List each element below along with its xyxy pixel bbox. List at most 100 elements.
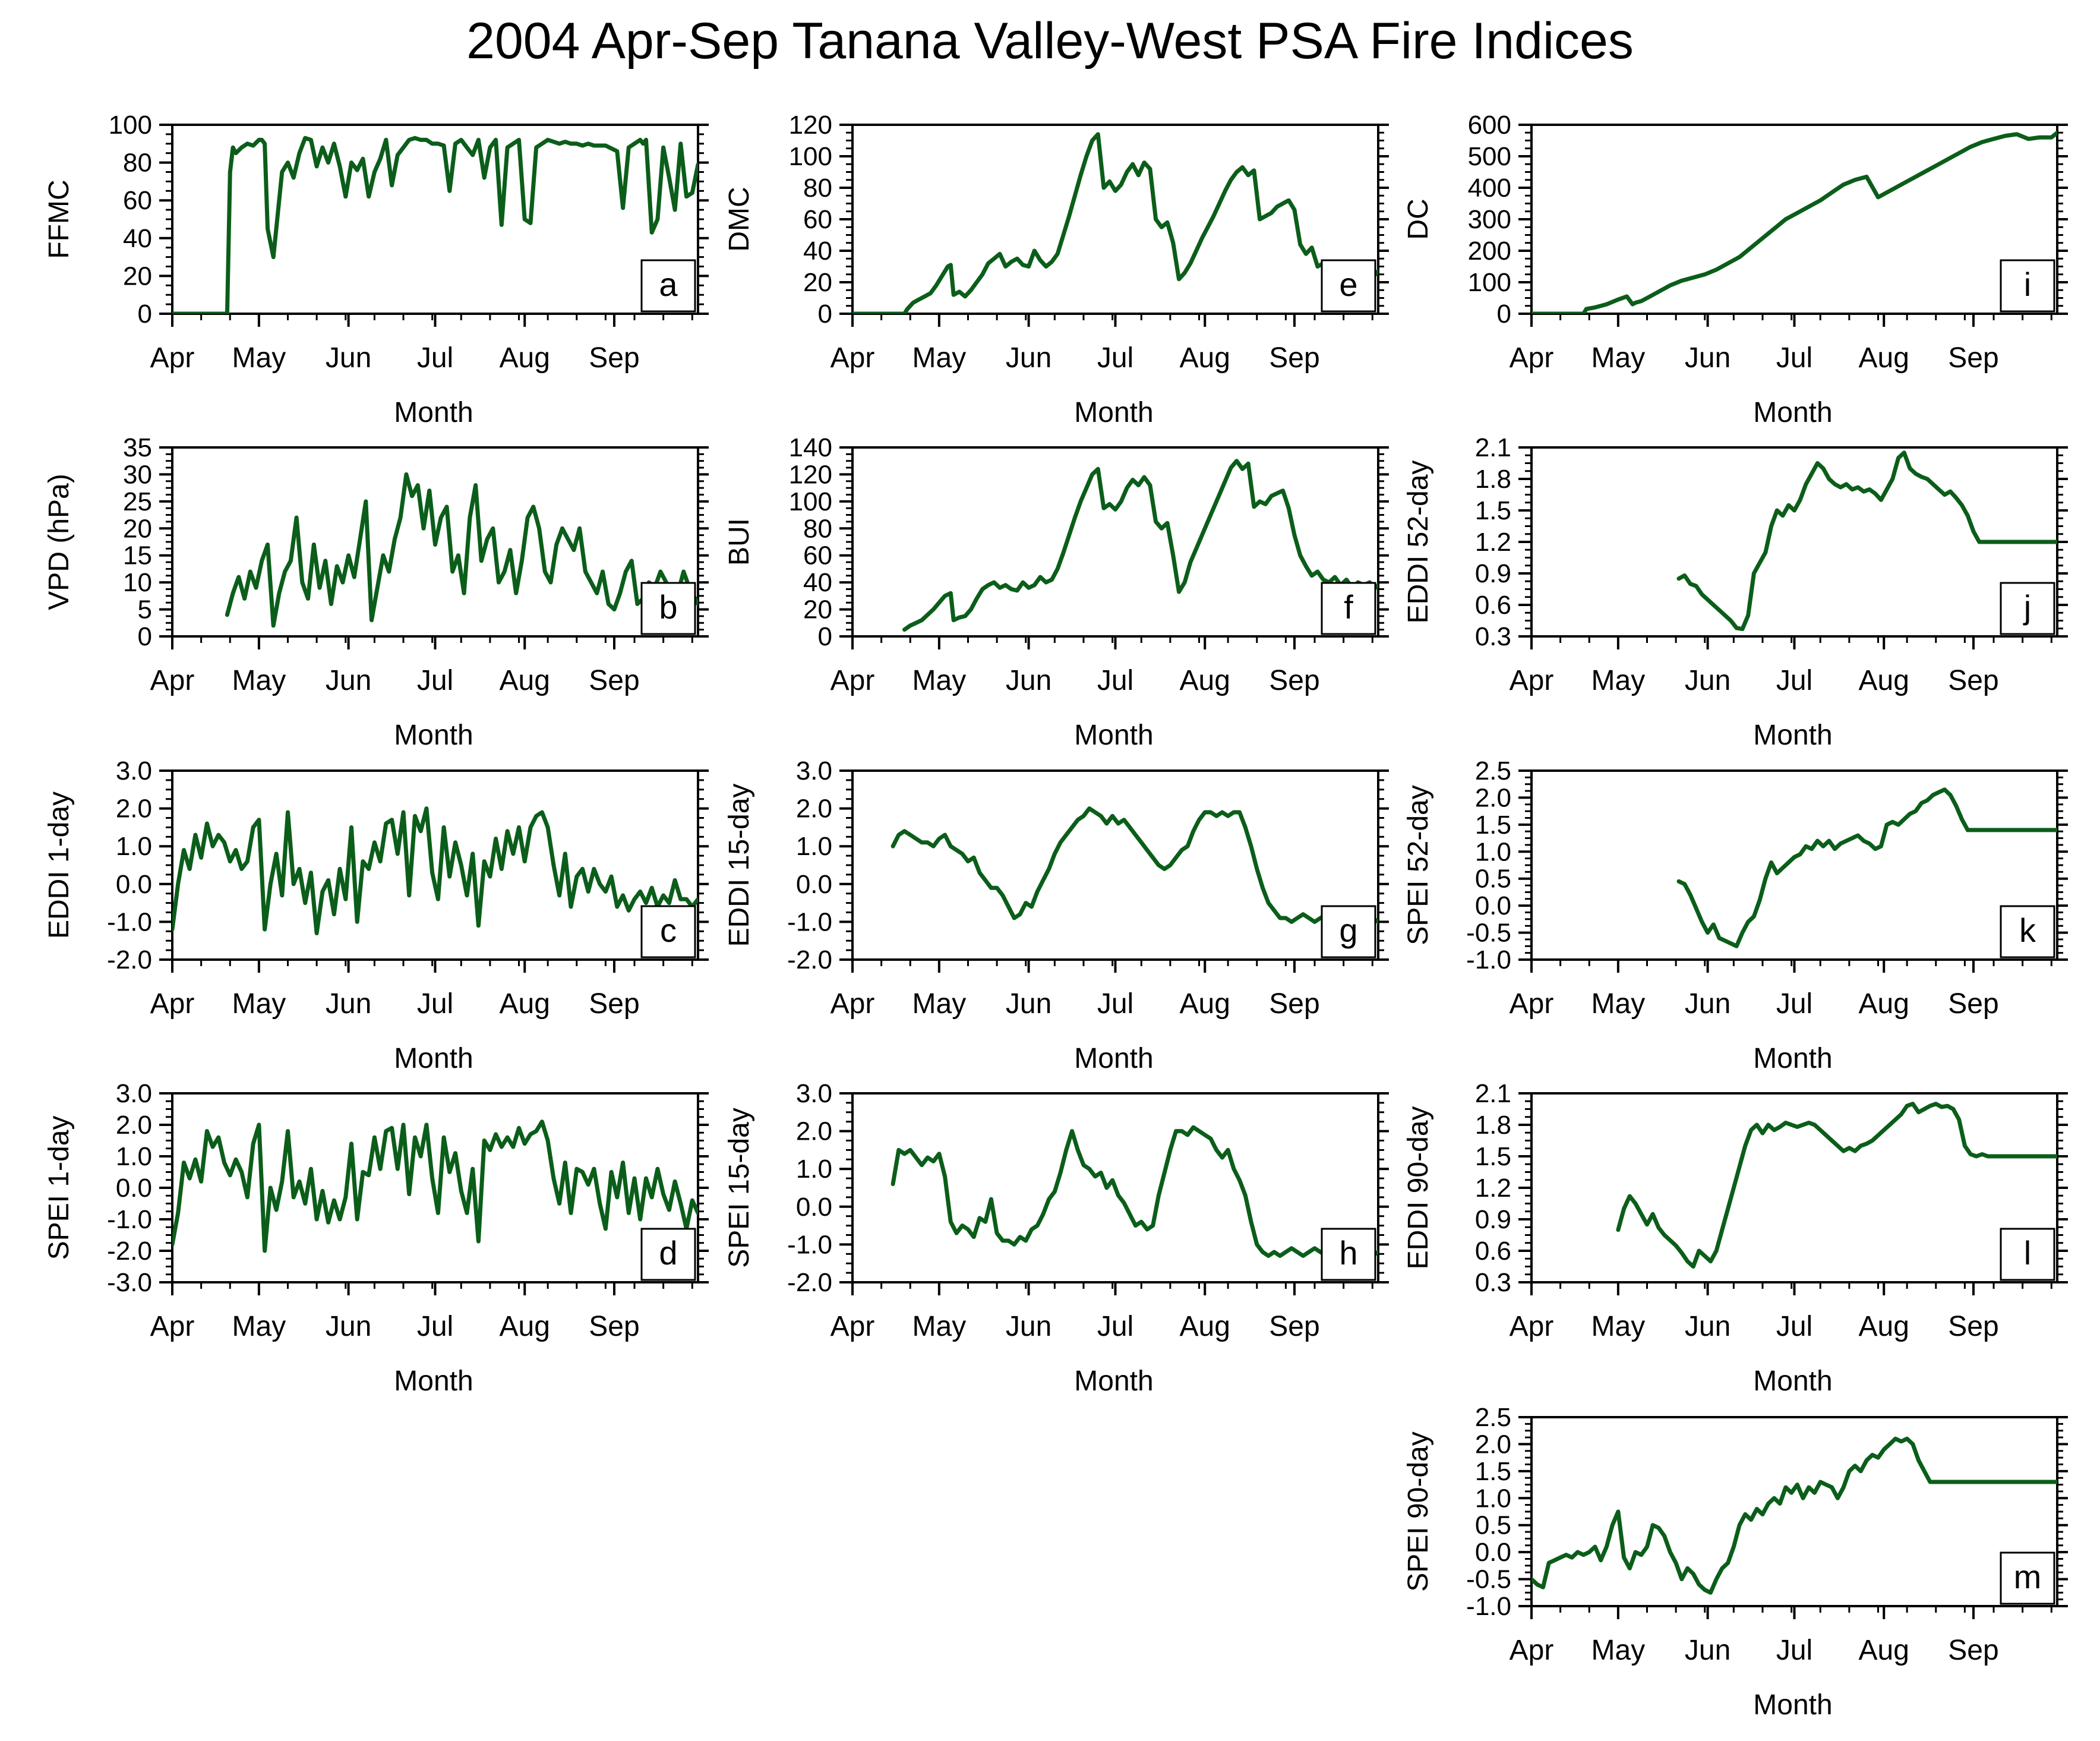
x-tick-label: Jul bbox=[1776, 1311, 1812, 1342]
x-tick-label: Jul bbox=[417, 988, 453, 1020]
y-axis-label: SPEI 90-day bbox=[1403, 1431, 1434, 1591]
x-tick-label: May bbox=[1591, 665, 1646, 696]
x-tick-label: Aug bbox=[500, 342, 550, 374]
x-tick-label: Sep bbox=[589, 1311, 639, 1342]
y-axis-label: BUI bbox=[724, 518, 755, 566]
y-tick-label: 200 bbox=[1468, 236, 1511, 266]
panel-label: b bbox=[659, 588, 677, 626]
panel-label: a bbox=[659, 266, 678, 303]
y-tick-label: -3.0 bbox=[107, 1268, 152, 1297]
panel-j: 0.30.6 0.91.2 1.51.8 2.1 Apr May Jun Jul Aug Sep M… bbox=[1403, 433, 2068, 751]
y-tick-label: 1.2 bbox=[1475, 1174, 1511, 1203]
plot-frame bbox=[1530, 1416, 2058, 1607]
x-tick-label: May bbox=[912, 342, 967, 374]
plot-frame bbox=[171, 769, 699, 961]
y-tick-label: -2.0 bbox=[787, 1268, 832, 1297]
panel-label: l bbox=[2024, 1234, 2031, 1272]
panel-label: g bbox=[1339, 911, 1357, 949]
x-tick-label: Sep bbox=[589, 665, 639, 696]
x-tick-label: Aug bbox=[1859, 988, 1909, 1020]
x-tick-label: Apr bbox=[1510, 1635, 1554, 1666]
y-tick-label: 1.0 bbox=[1475, 1484, 1511, 1513]
x-axis-label: Month bbox=[1074, 397, 1153, 428]
x-tick-label: Sep bbox=[1948, 342, 1998, 374]
panel-label: e bbox=[1339, 266, 1357, 303]
y-tick-label: 2.1 bbox=[1475, 433, 1511, 462]
y-tick-label: 1.0 bbox=[116, 832, 152, 861]
y-tick-label: 0.6 bbox=[1475, 1237, 1511, 1266]
y-tick-label: -1.0 bbox=[107, 907, 152, 936]
x-axis-label: Month bbox=[394, 720, 473, 751]
series-line-f bbox=[902, 459, 1378, 632]
x-tick-label: Jul bbox=[1776, 342, 1812, 374]
y-axis-label: EDDI 15-day bbox=[724, 784, 755, 947]
y-tick-label: 1.8 bbox=[1475, 1111, 1511, 1140]
x-tick-label: Aug bbox=[1859, 665, 1909, 696]
x-tick-label: Apr bbox=[1510, 988, 1554, 1020]
y-tick-label: 0.3 bbox=[1475, 1268, 1511, 1297]
y-tick-label: 2.0 bbox=[1475, 1430, 1511, 1459]
y-axis-label: FFMC bbox=[43, 179, 75, 258]
y-tick-label: 2.0 bbox=[796, 1117, 832, 1146]
y-tick-label: 40 bbox=[123, 224, 152, 253]
y-tick-label: 0.9 bbox=[1475, 559, 1511, 588]
x-tick-label: Apr bbox=[1510, 1311, 1554, 1342]
x-tick-label: Jun bbox=[1006, 665, 1051, 696]
y-tick-label: 0.0 bbox=[1475, 1538, 1511, 1567]
series-line-j bbox=[1676, 450, 2057, 632]
x-tick-label: May bbox=[1591, 1311, 1646, 1342]
y-tick-label: 15 bbox=[123, 541, 152, 570]
y-tick-label: 0.6 bbox=[1475, 591, 1511, 620]
y-tick-label: -1.0 bbox=[1466, 1592, 1511, 1621]
y-tick-label: 20 bbox=[123, 261, 152, 291]
x-tick-label: Aug bbox=[500, 665, 550, 696]
panel-label: h bbox=[1339, 1234, 1357, 1272]
y-tick-label: -2.0 bbox=[107, 945, 152, 974]
y-tick-label: 40 bbox=[803, 236, 832, 266]
x-tick-label: Jun bbox=[1006, 988, 1051, 1020]
x-tick-label: Apr bbox=[150, 1311, 195, 1342]
plot-frame bbox=[851, 446, 1379, 638]
y-tick-label: 100 bbox=[109, 111, 152, 140]
y-tick-label: 2.5 bbox=[1475, 1403, 1511, 1432]
y-tick-label: 1.5 bbox=[1475, 810, 1511, 840]
x-tick-label: Sep bbox=[1269, 988, 1319, 1020]
y-tick-label: 1.8 bbox=[1475, 465, 1511, 494]
x-tick-label: May bbox=[912, 1311, 967, 1342]
y-tick-label: 2.5 bbox=[1475, 756, 1511, 786]
panel-label-box bbox=[640, 905, 696, 958]
x-tick-label: Jun bbox=[1685, 1311, 1730, 1342]
y-tick-label: 2.0 bbox=[116, 1111, 152, 1140]
x-tick-label: Aug bbox=[500, 1311, 550, 1342]
series-line-m bbox=[1531, 1436, 2057, 1595]
y-tick-label: 1.0 bbox=[116, 1142, 152, 1171]
plot-frame bbox=[1530, 1092, 2058, 1283]
panel-label-box bbox=[640, 259, 696, 313]
y-tick-label: 120 bbox=[789, 111, 832, 140]
panel-d: -3.0-2.0 -1.00.0 1.02.0 3.0 Apr May Jun Jul Aug S… bbox=[43, 1079, 709, 1397]
figure-title: 2004 Apr-Sep Tanana Valley-West PSA Fire… bbox=[466, 12, 1634, 70]
x-tick-label: Jun bbox=[1685, 1635, 1730, 1666]
y-tick-label: 120 bbox=[789, 460, 832, 489]
y-tick-label: 400 bbox=[1468, 174, 1511, 203]
y-tick-label: 0.0 bbox=[1475, 891, 1511, 920]
x-tick-label: Jul bbox=[1776, 665, 1812, 696]
y-tick-label: 3.0 bbox=[796, 1079, 832, 1108]
series-line-h bbox=[890, 1125, 1378, 1258]
x-tick-label: Apr bbox=[830, 1311, 875, 1342]
x-tick-label: Sep bbox=[1269, 1311, 1319, 1342]
y-tick-label: 1.0 bbox=[796, 1155, 832, 1184]
y-tick-label: 1.0 bbox=[1475, 837, 1511, 866]
y-tick-label: 20 bbox=[123, 514, 152, 543]
x-tick-label: Jun bbox=[1685, 342, 1730, 374]
x-tick-label: Sep bbox=[1948, 988, 1998, 1020]
y-tick-label: 100 bbox=[1468, 268, 1511, 297]
x-tick-label: Jul bbox=[1097, 665, 1133, 696]
y-tick-label: 100 bbox=[789, 487, 832, 516]
y-tick-label: 0 bbox=[138, 622, 152, 651]
x-tick-label: Jun bbox=[326, 988, 371, 1020]
y-tick-label: 1.0 bbox=[796, 832, 832, 861]
x-tick-label: Jun bbox=[1685, 665, 1730, 696]
